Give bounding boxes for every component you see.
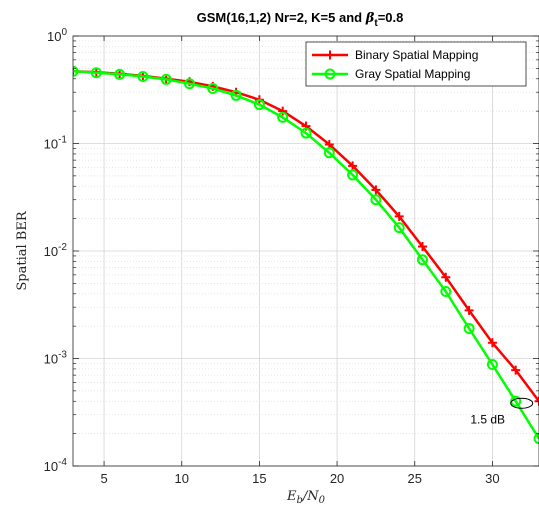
data-point-circle <box>253 99 265 111</box>
y-tick-label: 10-4 <box>44 457 68 474</box>
y-axis-label: Spatial BER <box>15 210 30 290</box>
data-point-circle <box>463 323 475 335</box>
data-point-circle <box>300 127 312 139</box>
y-tick-label: 100 <box>47 27 67 44</box>
data-point-plus <box>394 211 404 221</box>
data-point-circle <box>137 71 149 83</box>
data-point-circle <box>440 286 452 298</box>
legend-marker-circle <box>324 68 336 80</box>
legend-item-gray: Gray Spatial Mapping <box>312 67 470 81</box>
y-tick-label: 10-2 <box>44 242 68 259</box>
x-tick-label: 5 <box>100 471 107 486</box>
data-point-plus <box>418 242 427 252</box>
data-point-circle <box>486 358 498 370</box>
annotation-ellipse <box>510 397 534 409</box>
data-point-circle <box>90 67 102 79</box>
data-point-circle <box>207 82 219 94</box>
chart-title: GSM(16,1,2) Nr=2, K=5 and βt=0.8 <box>197 10 404 29</box>
data-point-circle <box>230 89 242 101</box>
legend: Binary Spatial Mapping Gray Spatial Mapp… <box>305 41 527 87</box>
data-point-circle <box>277 111 289 123</box>
x-tick-label: 20 <box>330 471 344 486</box>
y-tick-label: 10-3 <box>44 350 68 367</box>
x-tick-label: 30 <box>485 471 499 486</box>
y-tick-label: 10-1 <box>44 135 68 152</box>
annotation-label: 1.5 dB <box>470 412 505 426</box>
axis-ticks: 5 10 15 20 25 30 100 10-1 10-2 10-3 10-4 <box>44 27 539 486</box>
data-point-plus <box>487 338 497 348</box>
legend-item-binary: Binary Spatial Mapping <box>312 48 478 62</box>
legend-label-gray: Gray Spatial Mapping <box>355 67 470 81</box>
data-point-plus <box>464 305 474 315</box>
x-tick-label: 25 <box>407 471 421 486</box>
x-tick-label: 15 <box>252 471 266 486</box>
annotation-1-5-db: 1.5 dB <box>470 397 534 426</box>
data-point-circle <box>73 65 79 77</box>
series-layer <box>73 65 539 445</box>
data-point-circle <box>417 254 428 266</box>
data-point-circle <box>323 147 335 159</box>
x-tick-label: 10 <box>174 471 188 486</box>
data-point-circle <box>347 169 359 181</box>
data-point-circle <box>114 68 126 80</box>
legend-label-binary: Binary Spatial Mapping <box>355 48 478 62</box>
data-point-plus <box>511 365 521 375</box>
series-gray-spatial-mapping <box>73 65 539 445</box>
data-point-circle <box>533 433 539 445</box>
data-point-circle <box>393 222 405 234</box>
data-point-circle <box>160 73 172 85</box>
series-line-gray-spatial-mapping <box>73 69 539 440</box>
legend-marker-plus <box>325 50 335 60</box>
data-point-plus <box>278 106 288 116</box>
data-point-circle <box>370 194 382 206</box>
data-point-circle <box>184 78 195 90</box>
data-point-plus <box>348 161 358 171</box>
data-point-plus <box>441 272 451 282</box>
x-axis-label: Eb/N0 <box>286 489 326 506</box>
data-point-plus <box>371 185 381 195</box>
legend-box <box>305 41 527 87</box>
